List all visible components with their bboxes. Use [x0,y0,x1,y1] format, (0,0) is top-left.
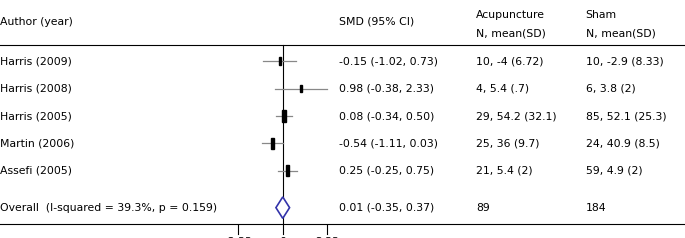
Text: -0.54 (-1.11, 0.03): -0.54 (-1.11, 0.03) [339,138,438,149]
Text: -2.33: -2.33 [225,237,252,238]
Text: Harris (2008): Harris (2008) [0,84,72,94]
Text: Harris (2009): Harris (2009) [0,56,72,66]
FancyBboxPatch shape [271,138,274,149]
Text: 29, 54.2 (32.1): 29, 54.2 (32.1) [476,111,557,121]
Text: 6, 3.8 (2): 6, 3.8 (2) [586,84,636,94]
Text: 59, 4.9 (2): 59, 4.9 (2) [586,166,643,176]
Text: 10, -4 (6.72): 10, -4 (6.72) [476,56,544,66]
Text: 2.33: 2.33 [314,237,339,238]
FancyBboxPatch shape [286,165,289,176]
Text: 0.25 (-0.25, 0.75): 0.25 (-0.25, 0.75) [339,166,434,176]
Text: Sham: Sham [586,10,616,20]
Text: 25, 36 (9.7): 25, 36 (9.7) [476,138,540,149]
Text: Author (year): Author (year) [0,17,73,27]
Text: 24, 40.9 (8.5): 24, 40.9 (8.5) [586,138,660,149]
Text: 0.08 (-0.34, 0.50): 0.08 (-0.34, 0.50) [339,111,434,121]
Text: Martin (2006): Martin (2006) [0,138,75,149]
FancyBboxPatch shape [279,58,281,65]
FancyBboxPatch shape [300,85,302,92]
Text: Acupuncture: Acupuncture [476,10,545,20]
Text: 85, 52.1 (25.3): 85, 52.1 (25.3) [586,111,667,121]
Text: 21, 5.4 (2): 21, 5.4 (2) [476,166,533,176]
Text: Overall  (I-squared = 39.3%, p = 0.159): Overall (I-squared = 39.3%, p = 0.159) [0,203,217,213]
Text: N, mean(SD): N, mean(SD) [586,29,656,39]
Text: -0.15 (-1.02, 0.73): -0.15 (-1.02, 0.73) [339,56,438,66]
FancyBboxPatch shape [282,110,286,122]
Text: 4, 5.4 (.7): 4, 5.4 (.7) [476,84,530,94]
Text: 0.01 (-0.35, 0.37): 0.01 (-0.35, 0.37) [339,203,434,213]
Text: SMD (95% CI): SMD (95% CI) [339,17,414,27]
Text: 89: 89 [476,203,490,213]
Text: Harris (2005): Harris (2005) [0,111,72,121]
Text: 10, -2.9 (8.33): 10, -2.9 (8.33) [586,56,664,66]
Text: 0: 0 [279,237,286,238]
Polygon shape [276,197,290,218]
Text: N, mean(SD): N, mean(SD) [476,29,546,39]
Text: 184: 184 [586,203,606,213]
Text: Assefi (2005): Assefi (2005) [0,166,72,176]
Text: 0.98 (-0.38, 2.33): 0.98 (-0.38, 2.33) [339,84,434,94]
